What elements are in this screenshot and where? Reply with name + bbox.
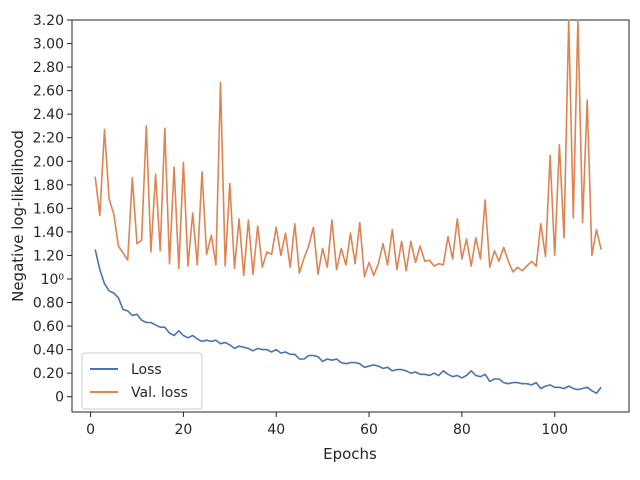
y-tick-label: 2.00 [33, 154, 64, 170]
y-tick-label: 2.80 [33, 60, 64, 76]
x-axis-label: Epochs [323, 445, 377, 463]
y-tick-label: 2:20 [33, 131, 64, 147]
legend: Loss Val. loss [81, 352, 203, 410]
legend-box [81, 352, 203, 410]
x-axis-ticks: 0 20 40 60 80 100 [86, 412, 568, 438]
plot-frame [71, 19, 630, 413]
x-tick-label: 0 [86, 422, 95, 438]
legend-label-loss: Loss [131, 362, 162, 378]
y-axis-ticks: 0 0.20 0.40 0.60 0.80 10⁰ 1.20 1.40 1.60 1.80 2.00… [33, 13, 72, 406]
y-tick-label: 10⁰ [41, 272, 65, 288]
y-tick-label: 3.00 [33, 37, 64, 53]
y-tick-label: 0.20 [33, 366, 64, 382]
y-tick-label: 1.20 [33, 248, 64, 264]
series-lines [94, 19, 602, 395]
series-line-val-loss [94, 19, 602, 278]
y-tick-label: 0.40 [33, 343, 64, 359]
y-axis-label: Negative log-likelihood [9, 130, 27, 302]
y-tick-label: 0.60 [33, 319, 64, 335]
legend-label-val-loss: Val. loss [131, 385, 188, 401]
x-tick-label: 80 [453, 422, 471, 438]
y-tick-label: 1.80 [33, 178, 64, 194]
y-tick-label: 2.60 [33, 84, 64, 100]
y-tick-label: 3.20 [33, 13, 64, 29]
y-tick-label: 1.60 [33, 201, 64, 217]
y-tick-label: 0 [55, 390, 64, 406]
series-line-loss [94, 249, 602, 395]
x-tick-label: 60 [360, 422, 378, 438]
y-tick-label: 2.40 [33, 107, 64, 123]
y-tick-label: 0.80 [33, 296, 64, 312]
x-tick-label: 100 [541, 422, 568, 438]
x-tick-label: 20 [174, 422, 192, 438]
y-tick-label: 1.40 [33, 225, 64, 241]
x-tick-label: 40 [267, 422, 285, 438]
